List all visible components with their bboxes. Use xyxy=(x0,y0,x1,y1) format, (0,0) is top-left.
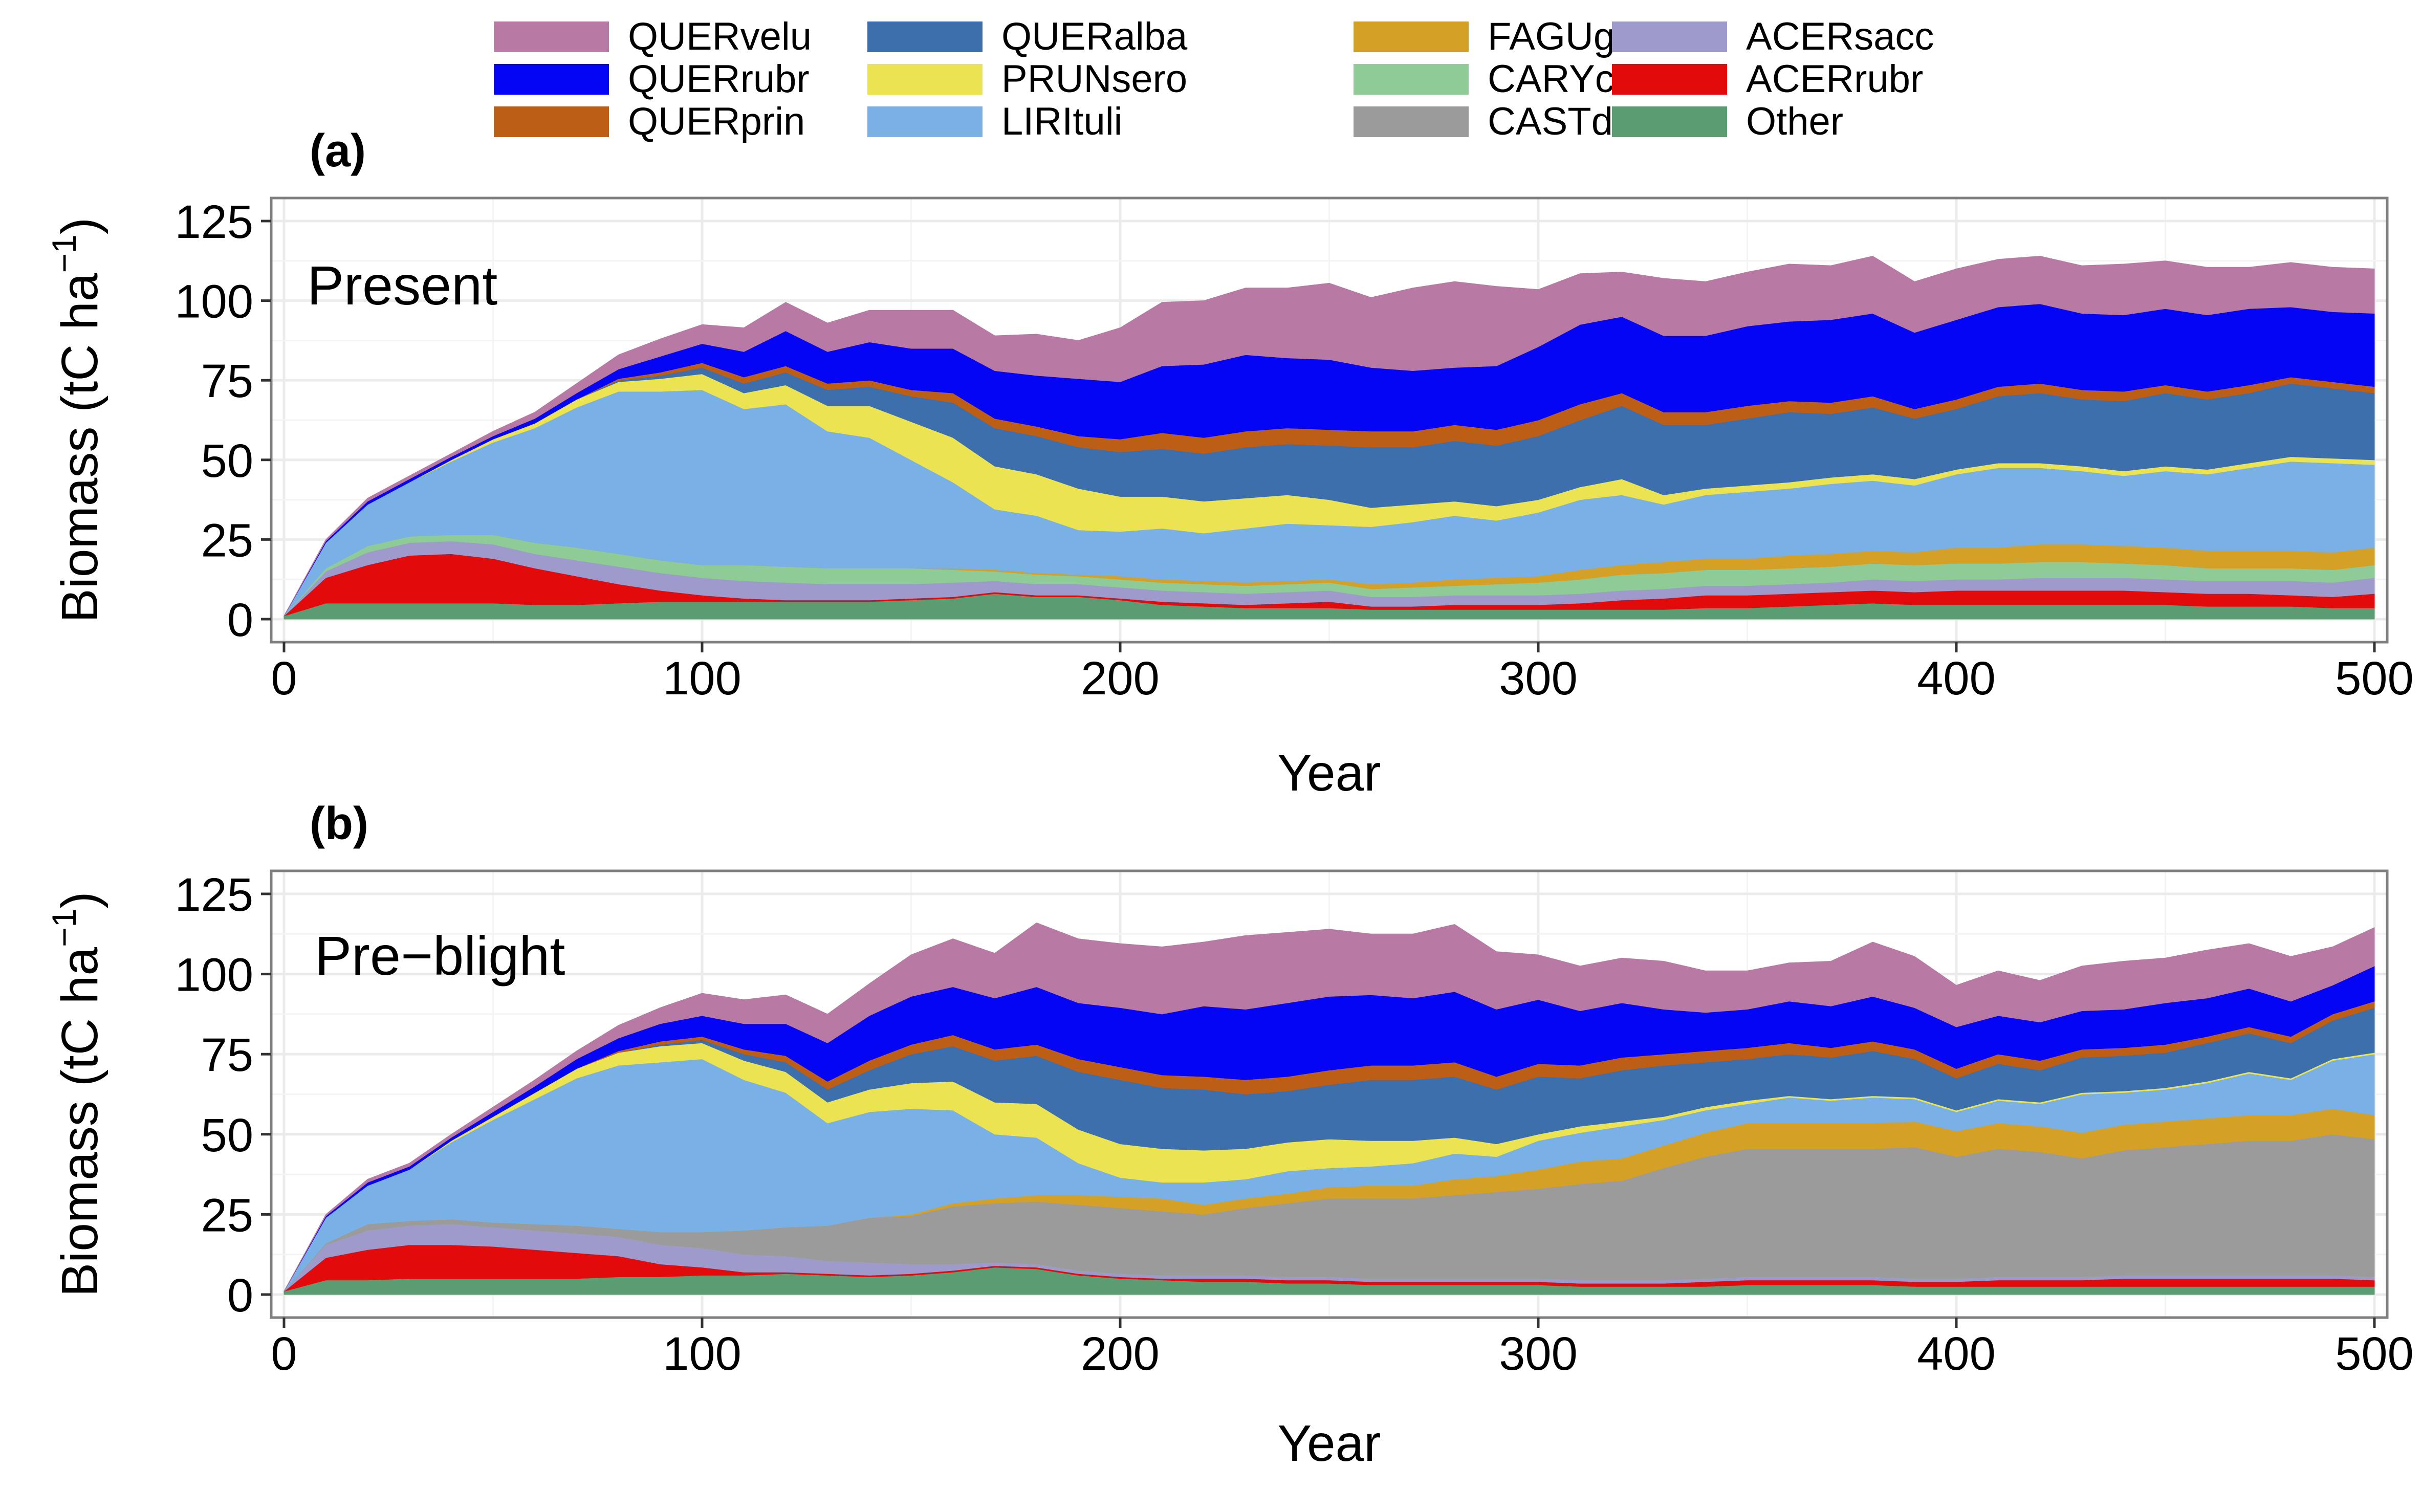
legend-label-querprin: QUERprin xyxy=(628,100,805,143)
legend-label-queralba: QUERalba xyxy=(1001,15,1188,58)
legend-swatch-acersacc xyxy=(1612,21,1727,52)
panel-b-x-axis-title: Year xyxy=(1277,1415,1381,1472)
panel-b: 0 100 200 300 400 500 0 25 50 75 100 125 Year Biomass… xyxy=(45,798,2414,1472)
panel-b-y-tick-label: 0 xyxy=(227,1269,253,1322)
legend-swatch-querprin xyxy=(494,106,609,137)
panel-b-y-tick-label: 125 xyxy=(175,869,254,921)
legend-entry-querprin: QUERprin xyxy=(494,100,805,143)
panel-a-y-axis-title: Biomass (tC ha−1) xyxy=(45,217,108,623)
panel-a-frame xyxy=(270,196,2389,644)
panel-b-area-quervelu xyxy=(283,922,2375,1291)
legend-entry-other: Other xyxy=(1612,100,1843,143)
panel-a-y-axis-title-main: Biomass (tC ha xyxy=(51,273,108,623)
panel-b-x-tick-label: 0 xyxy=(271,1328,297,1380)
legend-entry-prunsero: PRUNsero xyxy=(867,57,1187,101)
panel-b-y-tick-label: 100 xyxy=(175,949,254,1001)
panel-b-y-tick-label: 25 xyxy=(201,1189,253,1241)
legend-label-acersacc: ACERsacc xyxy=(1746,15,1934,58)
legend-entry-queralba: QUERalba xyxy=(867,15,1188,58)
panel-a-y-axis-title-close: ) xyxy=(51,217,108,234)
panel-a-areas xyxy=(283,255,2375,620)
panel-b-y-axis: 0 25 50 75 100 125 xyxy=(175,869,271,1322)
legend-swatch-other xyxy=(1612,106,1727,137)
panel-a-x-tick-label: 400 xyxy=(1917,652,1996,705)
panel-b-areas xyxy=(283,922,2375,1295)
panel-a: 0 100 200 300 400 500 0 25 50 75 100 125 Year Biomass… xyxy=(45,125,2414,802)
legend-label-querrubr: QUERrubr xyxy=(628,57,810,101)
panel-b-y-axis-title-close: ) xyxy=(51,891,108,908)
legend-swatch-castdent xyxy=(1354,106,1469,137)
panel-a-y-axis: 0 25 50 75 100 125 xyxy=(175,196,271,646)
legend-swatch-queralba xyxy=(867,21,983,52)
legend-entry-acerrubr: ACERrubr xyxy=(1612,57,1923,101)
panel-a-y-tick-label: 0 xyxy=(227,594,253,646)
panel-a-x-tick-label: 200 xyxy=(1081,652,1160,705)
panel-a-x-tick-label: 500 xyxy=(2335,652,2414,705)
legend-entry-quervelu: QUERvelu xyxy=(494,15,812,58)
legend-swatch-acerrubr xyxy=(1612,64,1727,95)
panel-a-area-quervelu xyxy=(283,255,2375,617)
panel-b-x-axis: 0 100 200 300 400 500 xyxy=(271,1318,2414,1380)
panel-b-annotation: Pre−blight xyxy=(315,925,565,987)
legend-label-lirituli: LIRItuli xyxy=(1001,100,1123,143)
panel-a-annotation: Present xyxy=(307,254,497,316)
panel-b-y-tick-label: 75 xyxy=(201,1029,253,1081)
panel-a-y-tick-label: 25 xyxy=(201,514,253,566)
panel-b-x-tick-label: 200 xyxy=(1081,1328,1160,1380)
panel-b-x-tick-label: 400 xyxy=(1917,1328,1996,1380)
panel-b-x-tick-label: 300 xyxy=(1499,1328,1578,1380)
panel-b-y-axis-title: Biomass (tC ha−1) xyxy=(45,891,108,1297)
panel-b-y-axis-title-main: Biomass (tC ha xyxy=(51,947,108,1297)
panel-a-label: (a) xyxy=(310,125,366,177)
legend-label-quervelu: QUERvelu xyxy=(628,15,812,58)
panel-a-y-axis-title-sup: −1 xyxy=(45,234,83,273)
panel-a-x-axis-title: Year xyxy=(1277,744,1381,802)
panel-a-y-tick-label: 100 xyxy=(175,276,254,328)
panel-a-x-axis: 0 100 200 300 400 500 xyxy=(271,642,2414,705)
panel-b-y-tick-label: 50 xyxy=(201,1109,253,1162)
legend-label-prunsero: PRUNsero xyxy=(1001,57,1187,101)
panel-a-y-tick-label: 75 xyxy=(201,355,253,407)
panel-a-x-tick-label: 300 xyxy=(1499,652,1578,705)
panel-b-x-tick-label: 100 xyxy=(663,1328,741,1380)
legend-swatch-fagugran xyxy=(1354,21,1469,52)
legend-swatch-querrubr xyxy=(494,64,609,95)
legend-entry-acersacc: ACERsacc xyxy=(1612,15,1934,58)
legend-label-other: Other xyxy=(1746,100,1843,143)
panel-a-y-tick-label: 50 xyxy=(201,435,253,487)
legend-entry-lirituli: LIRItuli xyxy=(867,100,1123,143)
panel-b-label: (b) xyxy=(310,798,368,849)
panel-b-y-axis-title-sup: −1 xyxy=(45,909,83,947)
panel-b-frame xyxy=(270,869,2389,1319)
legend-label-acerrubr: ACERrubr xyxy=(1746,57,1923,101)
legend-swatch-lirituli xyxy=(867,106,983,137)
panels: 0 100 200 300 400 5000255075100125YearBiomass… xyxy=(45,125,2414,1472)
panel-a-y-tick-label: 125 xyxy=(175,196,254,248)
panel-a-x-tick-label: 100 xyxy=(663,652,741,705)
legend-entry-querrubr: QUERrubr xyxy=(494,57,810,101)
legend-swatch-quervelu xyxy=(494,21,609,52)
panel-a-x-tick-label: 0 xyxy=(271,652,297,705)
legend-swatch-prunsero xyxy=(867,64,983,95)
legend-swatch-carycord xyxy=(1354,64,1469,95)
panel-b-x-tick-label: 500 xyxy=(2335,1328,2414,1380)
